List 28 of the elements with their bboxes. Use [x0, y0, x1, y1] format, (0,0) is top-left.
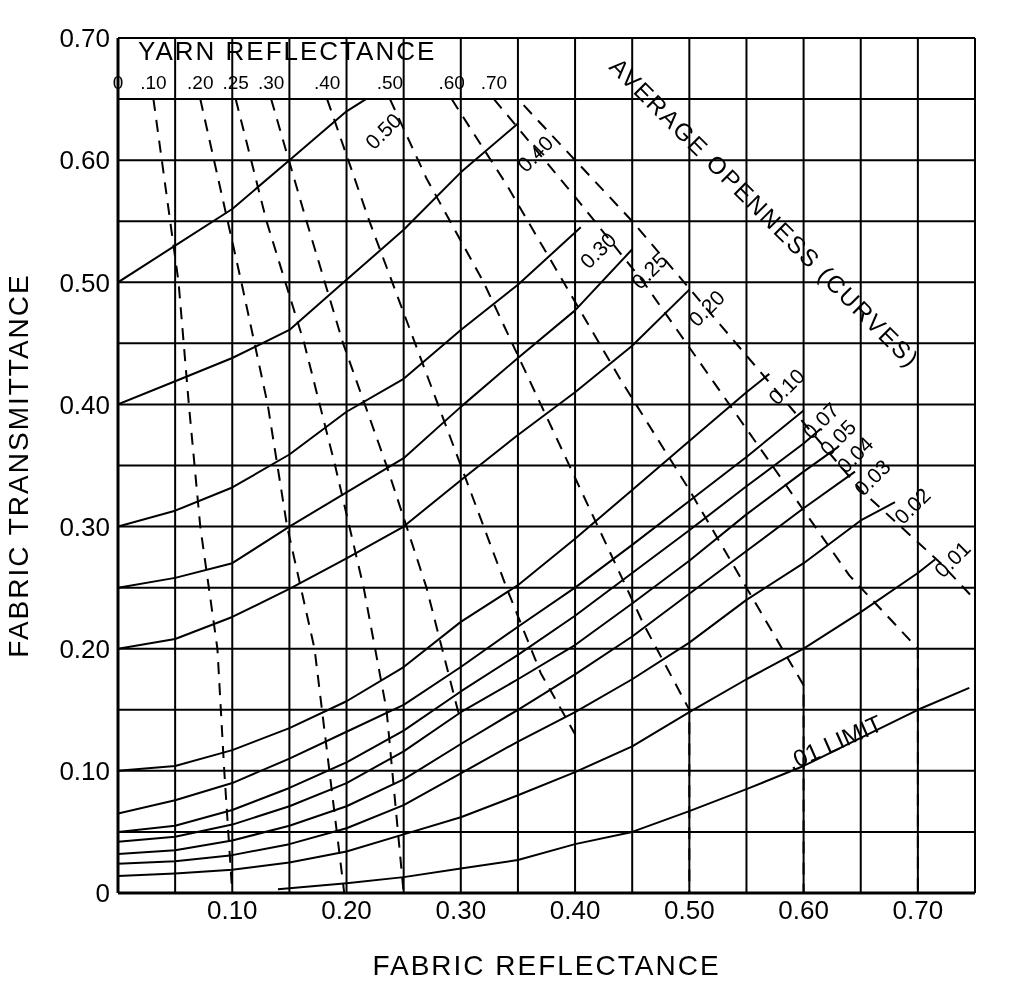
y-tick-label: 0.30 [59, 511, 110, 542]
series-label: .10 [140, 72, 167, 93]
x-tick-label: 0.10 [206, 895, 258, 926]
series-label: .50 [376, 72, 404, 93]
y-axis-title: FABRIC TRANSMITTANCE [2, 273, 34, 658]
y-tick-label: 0.40 [59, 389, 110, 420]
y-tick-label: 0.50 [59, 267, 110, 298]
x-tick-label: 0.20 [321, 895, 372, 926]
series-label: .20 [187, 72, 214, 93]
x-tick-label: 0.70 [892, 895, 944, 926]
x-tick-label: 0.60 [778, 895, 829, 926]
series-label: .40 [313, 72, 341, 93]
x-tick-label: 0.40 [549, 895, 601, 926]
text: 0.30 [575, 227, 621, 273]
y-tick-label: 0 [95, 878, 110, 909]
series-label: .30 [257, 72, 285, 93]
y-tick-label: 0.20 [59, 633, 110, 664]
text: 0.40 [512, 131, 558, 177]
y-tick-label: 0.70 [59, 23, 110, 54]
text: 0.50 [360, 108, 406, 154]
y-tick-label: 0.60 [59, 145, 110, 176]
x-tick-label: 0.50 [664, 895, 715, 926]
text: 0.20 [683, 285, 730, 331]
text: 0.01 [929, 536, 975, 582]
y-tick-label: 0.10 [59, 756, 110, 787]
x-tick-label: 0.30 [435, 895, 487, 926]
series-label: .70 [480, 72, 508, 93]
x-axis-title: FABRIC REFLECTANCE [372, 950, 721, 981]
